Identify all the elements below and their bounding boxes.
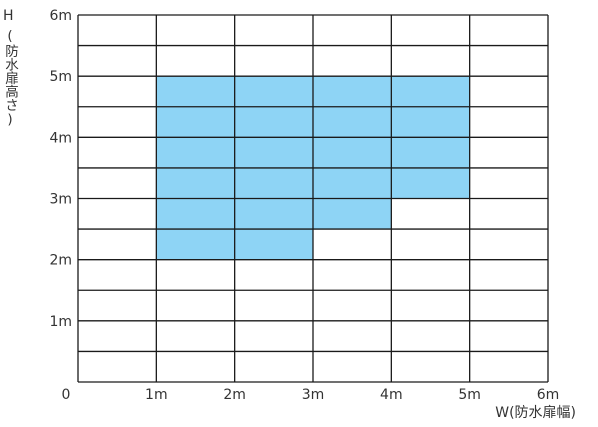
x-axis-label-letter: W [495, 405, 510, 421]
x-axis-label-text: (防水扉幅) [509, 405, 576, 421]
x-tick-label: 0 [62, 387, 71, 403]
y-tick-label: 5m [49, 69, 72, 85]
tick-label-layer: 0 1m 2m 3m 4m 5m 6m 1m 2m 3m 4m 5m 6m [49, 8, 559, 403]
y-axis-label: (防水扉高さ) [2, 28, 18, 128]
y-tick-label: 3m [49, 192, 72, 208]
x-tick-label: 6m [537, 387, 560, 403]
y-tick-label: 1m [49, 314, 72, 330]
x-tick-label: 2m [223, 387, 246, 403]
y-axis-label-letter: H [3, 8, 14, 24]
x-tick-label: 4m [380, 387, 403, 403]
grid-layer [77, 14, 549, 383]
x-tick-label: 5m [458, 387, 481, 403]
x-tick-label: 3m [302, 387, 325, 403]
y-tick-label: 2m [49, 253, 72, 269]
covered-region-1 [313, 76, 392, 230]
y-tick-label: 6m [49, 8, 72, 24]
x-axis-label: W(防水扉幅) [495, 402, 576, 422]
y-tick-label: 4m [49, 130, 72, 146]
x-tick-label: 1m [145, 387, 168, 403]
